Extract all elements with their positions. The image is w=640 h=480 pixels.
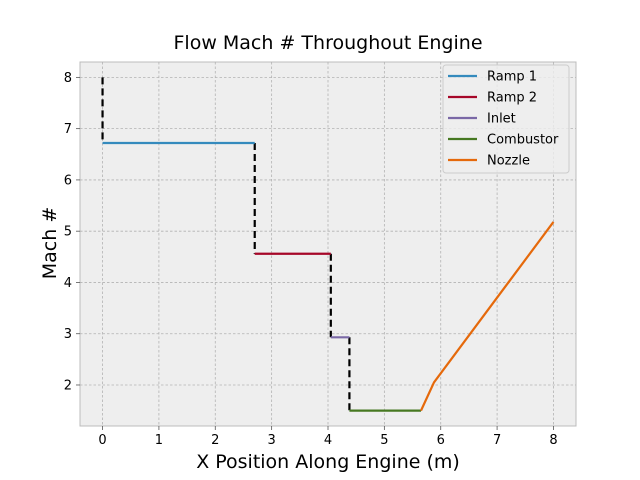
y-tick-label: 3 xyxy=(64,327,72,342)
y-axis-label: Mach # xyxy=(39,207,61,279)
legend-box xyxy=(442,64,570,174)
x-tick-label: 3 xyxy=(267,433,275,448)
x-tick-label: 2 xyxy=(211,433,219,448)
y-tick-label: 7 xyxy=(64,122,72,137)
x-tick-label: 0 xyxy=(98,433,106,448)
grid-lines xyxy=(80,62,576,426)
x-tick-label: 5 xyxy=(380,433,388,448)
x-axis-label: X Position Along Engine (m) xyxy=(196,451,460,473)
chart-title: Flow Mach # Throughout Engine xyxy=(173,32,482,54)
x-tick-label: 6 xyxy=(437,433,445,448)
x-tick-label: 1 xyxy=(155,433,163,448)
x-tick-label: 7 xyxy=(493,433,501,448)
x-tick-label: 8 xyxy=(549,433,557,448)
y-tick-label: 5 xyxy=(64,225,72,240)
x-tick-label: 4 xyxy=(324,433,332,448)
y-axis-ticks: 2 3 4 5 6 7 8 xyxy=(64,71,80,393)
legend-label-inlet: Inlet xyxy=(487,112,516,127)
y-tick-label: 2 xyxy=(64,378,72,393)
series-lines xyxy=(102,141,555,412)
y-tick-label: 8 xyxy=(64,71,72,86)
y-tick-label: 4 xyxy=(64,276,72,291)
legend-label-ramp-2: Ramp 2 xyxy=(487,91,537,106)
y-tick-label: 6 xyxy=(64,173,72,188)
legend: Ramp 1 Ramp 2 Inlet Combustor Nozzle xyxy=(442,64,570,174)
legend-label-ramp-1: Ramp 1 xyxy=(487,70,537,85)
legend-label-nozzle: Nozzle xyxy=(487,154,530,169)
x-axis-ticks: 0 1 2 3 4 5 6 7 8 xyxy=(98,426,558,448)
legend-label-combustor: Combustor xyxy=(487,133,559,148)
series-line-nozzle xyxy=(420,221,555,412)
shock-lines xyxy=(101,77,351,411)
